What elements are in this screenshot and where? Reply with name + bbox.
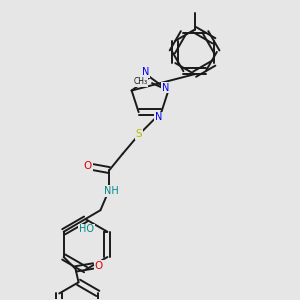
Text: NH: NH [104,186,119,196]
Text: N: N [162,82,169,93]
Text: CH₃: CH₃ [134,77,148,86]
Text: N: N [142,67,149,77]
Text: O: O [83,160,92,171]
Text: O: O [94,261,103,271]
Text: S: S [136,129,142,140]
Text: HO: HO [79,224,94,234]
Text: N: N [155,112,162,122]
